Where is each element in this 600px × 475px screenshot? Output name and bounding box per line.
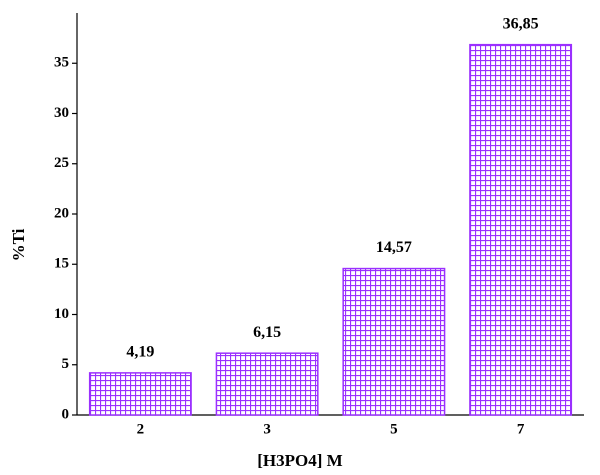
y-axis-label: %Ti	[9, 228, 28, 261]
x-axis-label: [H3PO4] M	[257, 451, 342, 470]
bar	[342, 267, 446, 416]
x-tick-label: 7	[517, 421, 525, 437]
bar	[88, 372, 192, 416]
x-tick-label: 2	[137, 421, 145, 437]
value-label: 14,57	[376, 239, 412, 256]
y-tick-label: 30	[54, 105, 69, 121]
value-label: 4,19	[126, 344, 154, 361]
y-tick-label: 35	[54, 55, 69, 71]
y-tick-label: 25	[54, 155, 69, 171]
value-label: 6,15	[253, 324, 281, 341]
bar	[215, 352, 319, 416]
value-label: 36,85	[503, 15, 539, 32]
y-tick-label: 0	[62, 406, 70, 422]
y-tick-label: 5	[62, 356, 70, 372]
y-tick-label: 20	[54, 205, 69, 221]
bar	[469, 43, 573, 416]
y-tick-label: 10	[54, 306, 69, 322]
y-tick-label: 15	[54, 256, 69, 272]
x-tick-label: 5	[390, 421, 398, 437]
x-tick-label: 3	[263, 421, 271, 437]
